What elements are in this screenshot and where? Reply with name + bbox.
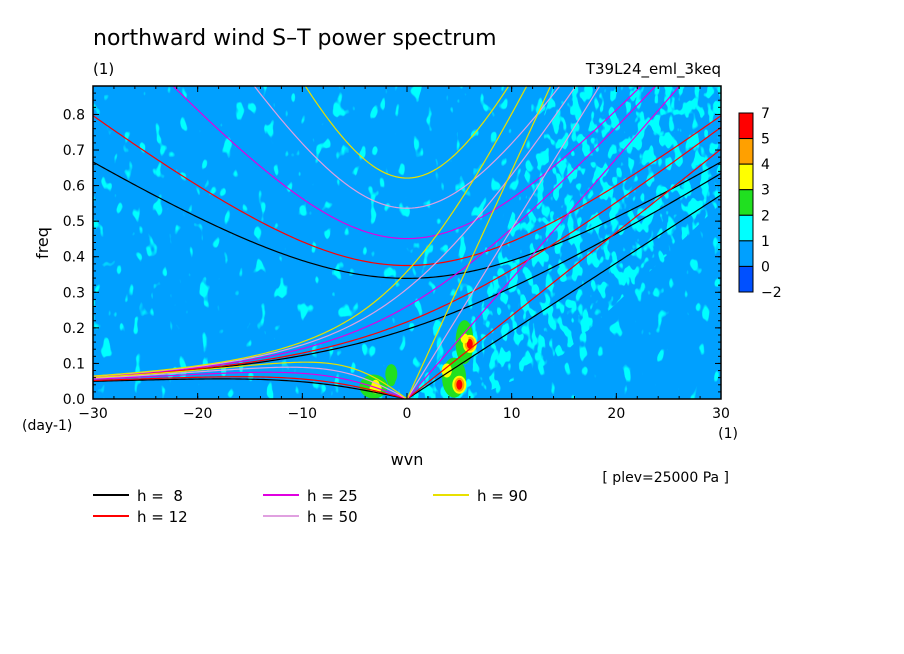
- x-tick-label: −30: [78, 406, 108, 422]
- colorbar-label: 3: [761, 183, 770, 199]
- dispersion-line: [406, 194, 721, 399]
- x-tick-label: 10: [503, 406, 521, 422]
- colorbar-label: 4: [761, 157, 770, 173]
- y-tick-label: 0.6: [63, 179, 85, 195]
- field-feature: [460, 333, 469, 344]
- y-tick-label: 0.2: [63, 321, 85, 337]
- plot-area: [93, 86, 721, 399]
- y-tick-label: 0.1: [63, 356, 85, 372]
- x-axis-unit: (1): [718, 426, 738, 442]
- dispersion-line: [93, 126, 721, 378]
- dispersion-line: [93, 361, 408, 399]
- chart-experiment-label: T39L24_eml_3keq: [585, 60, 721, 79]
- dispersion-line: [406, 86, 552, 399]
- x-axis: −30 −20 −10 0 10 20 30: [78, 86, 730, 422]
- colorbar: 7 5 4 3 2 1 0 −2: [738, 106, 782, 301]
- field-feature: [387, 376, 396, 387]
- y-tick-label: 0.5: [63, 214, 85, 230]
- colorbar-swatch: [738, 265, 754, 293]
- colorbar-swatch: [738, 163, 754, 191]
- dispersion-line: [406, 86, 681, 399]
- y-axis-label: freq: [33, 227, 52, 259]
- colorbar-label: 5: [761, 132, 770, 148]
- y-tick-label: 0.4: [63, 250, 85, 266]
- legend-label: h = 25: [307, 487, 358, 505]
- pressure-level-note: [ plev=25000 Pa ]: [602, 470, 729, 486]
- colorbar-swatch: [738, 112, 754, 140]
- chart-title: northward wind S–T power spectrum: [93, 26, 497, 51]
- x-tick-label: 20: [607, 406, 625, 422]
- dispersion-line: [406, 148, 721, 399]
- colorbar-swatch: [738, 189, 754, 216]
- colorbar-label: 7: [761, 106, 770, 122]
- dispersion-line: [93, 86, 577, 377]
- dispersion-line: [93, 378, 408, 399]
- y-tick-label: 0.3: [63, 285, 85, 301]
- field-halo: [441, 363, 452, 378]
- colorbar-swatch: [738, 214, 754, 242]
- dispersion-line: [304, 86, 510, 179]
- colorbar-swatch: [738, 138, 754, 165]
- dispersion-line: [93, 115, 721, 267]
- chart-subtitle-units: (1): [93, 60, 114, 78]
- colorbar-label: 2: [761, 208, 770, 224]
- legend: h = 8 h = 12 h = 25 h = 50 h = 90: [93, 487, 528, 526]
- y-tick-label: 0.0: [63, 392, 85, 408]
- dispersion-line: [93, 86, 657, 378]
- legend-label: h = 8: [137, 487, 183, 505]
- y-tick-label: 0.8: [63, 107, 85, 123]
- y-tick-label: 0.7: [63, 143, 85, 159]
- colorbar-label: 1: [761, 234, 770, 250]
- dispersion-line: [253, 86, 561, 209]
- legend-label: h = 50: [307, 508, 358, 526]
- dispersion-line: [93, 86, 528, 377]
- x-tick-label: 30: [712, 406, 730, 422]
- colorbar-label: −2: [761, 285, 782, 301]
- y-axis: 0.0 0.1 0.2 0.3 0.4 0.5 0.6 0.7 0.8: [63, 92, 721, 408]
- dispersion-line: [93, 161, 721, 279]
- dispersion-line: [93, 371, 408, 399]
- legend-label: h = 12: [137, 508, 188, 526]
- legend-label: h = 90: [477, 487, 528, 505]
- x-tick-label: −10: [288, 406, 318, 422]
- colorbar-swatch: [738, 240, 754, 267]
- dispersion-line: [406, 86, 601, 399]
- x-tick-label: 0: [403, 406, 412, 422]
- dispersion-line: [93, 376, 408, 399]
- dispersion-curves: [93, 86, 721, 399]
- field-peak: [466, 338, 473, 349]
- y-axis-unit: (day-1): [22, 418, 72, 434]
- colorbar-label: 0: [761, 259, 770, 275]
- dispersion-line: [93, 366, 408, 399]
- x-axis-label: wvn: [391, 450, 424, 469]
- x-tick-label: −20: [183, 406, 213, 422]
- dispersion-line: [172, 86, 642, 240]
- field-peak: [456, 379, 463, 390]
